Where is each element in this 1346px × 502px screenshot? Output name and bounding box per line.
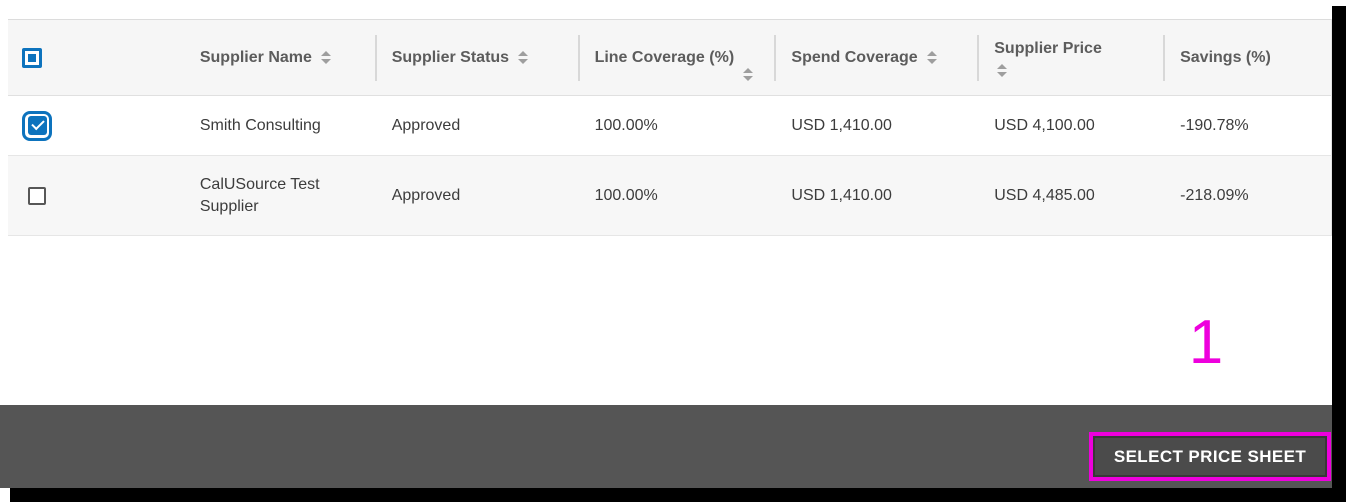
savings-text: -190.78% [1180, 116, 1249, 134]
supplier-name-text: CalUSource Test Supplier [199, 175, 320, 215]
column-label: Supplier Price [994, 39, 1102, 57]
header-cell-select-all [8, 20, 185, 95]
row-checkbox[interactable] [27, 116, 47, 135]
cell-supplier-status: Approved [377, 96, 580, 155]
cell-spend-coverage: USD 1,410.00 [776, 156, 979, 235]
savings-text: -218.09% [1180, 186, 1249, 204]
cell-savings: -190.78% [1165, 96, 1331, 155]
column-label: Line Coverage (%) [594, 48, 735, 66]
checkbox-focus-ring [22, 181, 52, 211]
header-cell-line-coverage[interactable]: Line Coverage (%) [580, 20, 777, 95]
row-checkbox[interactable] [28, 186, 46, 205]
supplier-price-text: USD 4,100.00 [994, 116, 1095, 134]
cell-line-coverage: 100.00% [580, 96, 777, 155]
supplier-status-text: Approved [391, 186, 461, 204]
checkbox-focus-ring [22, 110, 52, 141]
cell-supplier-name: CalUSource Test Supplier [185, 156, 377, 235]
header-cell-supplier-status[interactable]: Supplier Status [377, 20, 580, 95]
sort-icon [743, 68, 754, 81]
screenshot-shadow-bottom [10, 488, 1346, 502]
sort-icon [997, 64, 1008, 78]
spend-coverage-text: USD 1,410.00 [791, 186, 892, 204]
supplier-name-text: Smith Consulting [199, 116, 321, 134]
header-cell-spend-coverage[interactable]: Spend Coverage [776, 20, 979, 95]
annotation-highlight-box: SELECT PRICE SHEET [1089, 432, 1331, 481]
select-all-checkbox[interactable] [22, 47, 42, 68]
screenshot-shadow-right [1332, 6, 1346, 502]
cell-select [8, 156, 185, 235]
line-coverage-text: 100.00% [594, 116, 658, 134]
cell-supplier-price: USD 4,485.00 [979, 156, 1165, 235]
supplier-status-text: Approved [391, 116, 461, 134]
line-coverage-text: 100.00% [594, 186, 658, 204]
annotation-step-number: 1 [1188, 308, 1224, 377]
supplier-price-text: USD 4,485.00 [994, 186, 1095, 204]
cell-supplier-price: USD 4,100.00 [979, 96, 1165, 155]
cell-supplier-name: Smith Consulting [185, 96, 377, 155]
footer-action-bar: SELECT PRICE SHEET [0, 405, 1332, 488]
cell-savings: -218.09% [1165, 156, 1331, 235]
sort-icon [926, 51, 937, 64]
table-row: CalUSource Test Supplier Approved 100.00… [8, 156, 1331, 236]
supplier-price-sheet-table: Supplier Name Supplier Status Line Cover… [8, 19, 1332, 236]
cell-supplier-status: Approved [377, 156, 580, 235]
header-cell-supplier-name[interactable]: Supplier Name [185, 20, 377, 95]
cell-spend-coverage: USD 1,410.00 [776, 96, 979, 155]
cell-select [8, 96, 185, 155]
column-label: Spend Coverage [791, 48, 918, 66]
sort-icon [320, 51, 331, 64]
table-row: Smith Consulting Approved 100.00% USD 1,… [8, 96, 1331, 156]
cell-line-coverage: 100.00% [580, 156, 777, 235]
column-label: Supplier Status [391, 48, 510, 66]
column-label: Savings (%) [1180, 48, 1271, 66]
select-price-sheet-button[interactable]: SELECT PRICE SHEET [1093, 436, 1327, 477]
spend-coverage-text: USD 1,410.00 [791, 116, 892, 134]
header-cell-supplier-price[interactable]: Supplier Price [979, 20, 1165, 95]
column-label: Supplier Name [199, 48, 312, 66]
header-cell-savings: Savings (%) [1165, 20, 1331, 95]
sort-icon [518, 51, 529, 64]
table-header-row: Supplier Name Supplier Status Line Cover… [8, 20, 1331, 96]
